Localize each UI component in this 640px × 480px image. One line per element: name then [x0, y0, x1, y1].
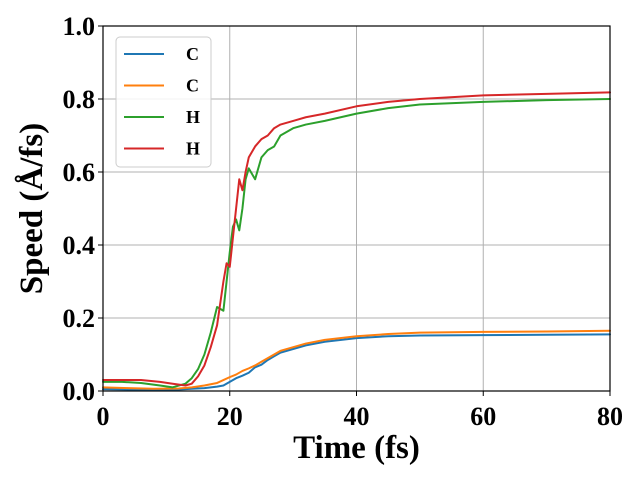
y-tick-label: 0.2: [63, 304, 96, 333]
y-tick-label: 1.0: [63, 12, 96, 41]
x-tick-label: 40: [344, 402, 370, 431]
y-tick-label: 0.4: [63, 231, 96, 260]
legend-label: C: [186, 76, 199, 96]
series-group: [102, 91, 611, 391]
y-tick-label: 0.0: [63, 377, 96, 406]
x-axis-ticks: 0 20 40 60 80: [97, 391, 623, 431]
y-axis-ticks: 0.0 0.2 0.4 0.6 0.8 1.0: [63, 12, 103, 406]
y-axis-label: Speed (Å/fs): [14, 123, 50, 294]
y-tick-label: 0.8: [63, 85, 96, 114]
x-tick-label: 60: [470, 402, 496, 431]
legend-label: C: [186, 44, 199, 64]
legend-box: [115, 36, 212, 168]
y-tick-label: 0.6: [63, 158, 96, 187]
series-line-4: [102, 91, 611, 387]
x-tick-label: 20: [217, 402, 243, 431]
x-tick-label: 0: [97, 402, 110, 431]
legend-label: H: [186, 107, 200, 127]
series-line-2: [102, 329, 611, 390]
x-axis-label: Time (fs): [293, 430, 420, 466]
legend-label: H: [186, 139, 200, 159]
series-line-1: [102, 333, 611, 391]
x-tick-label: 80: [597, 402, 623, 431]
series-line-3: [102, 98, 611, 389]
